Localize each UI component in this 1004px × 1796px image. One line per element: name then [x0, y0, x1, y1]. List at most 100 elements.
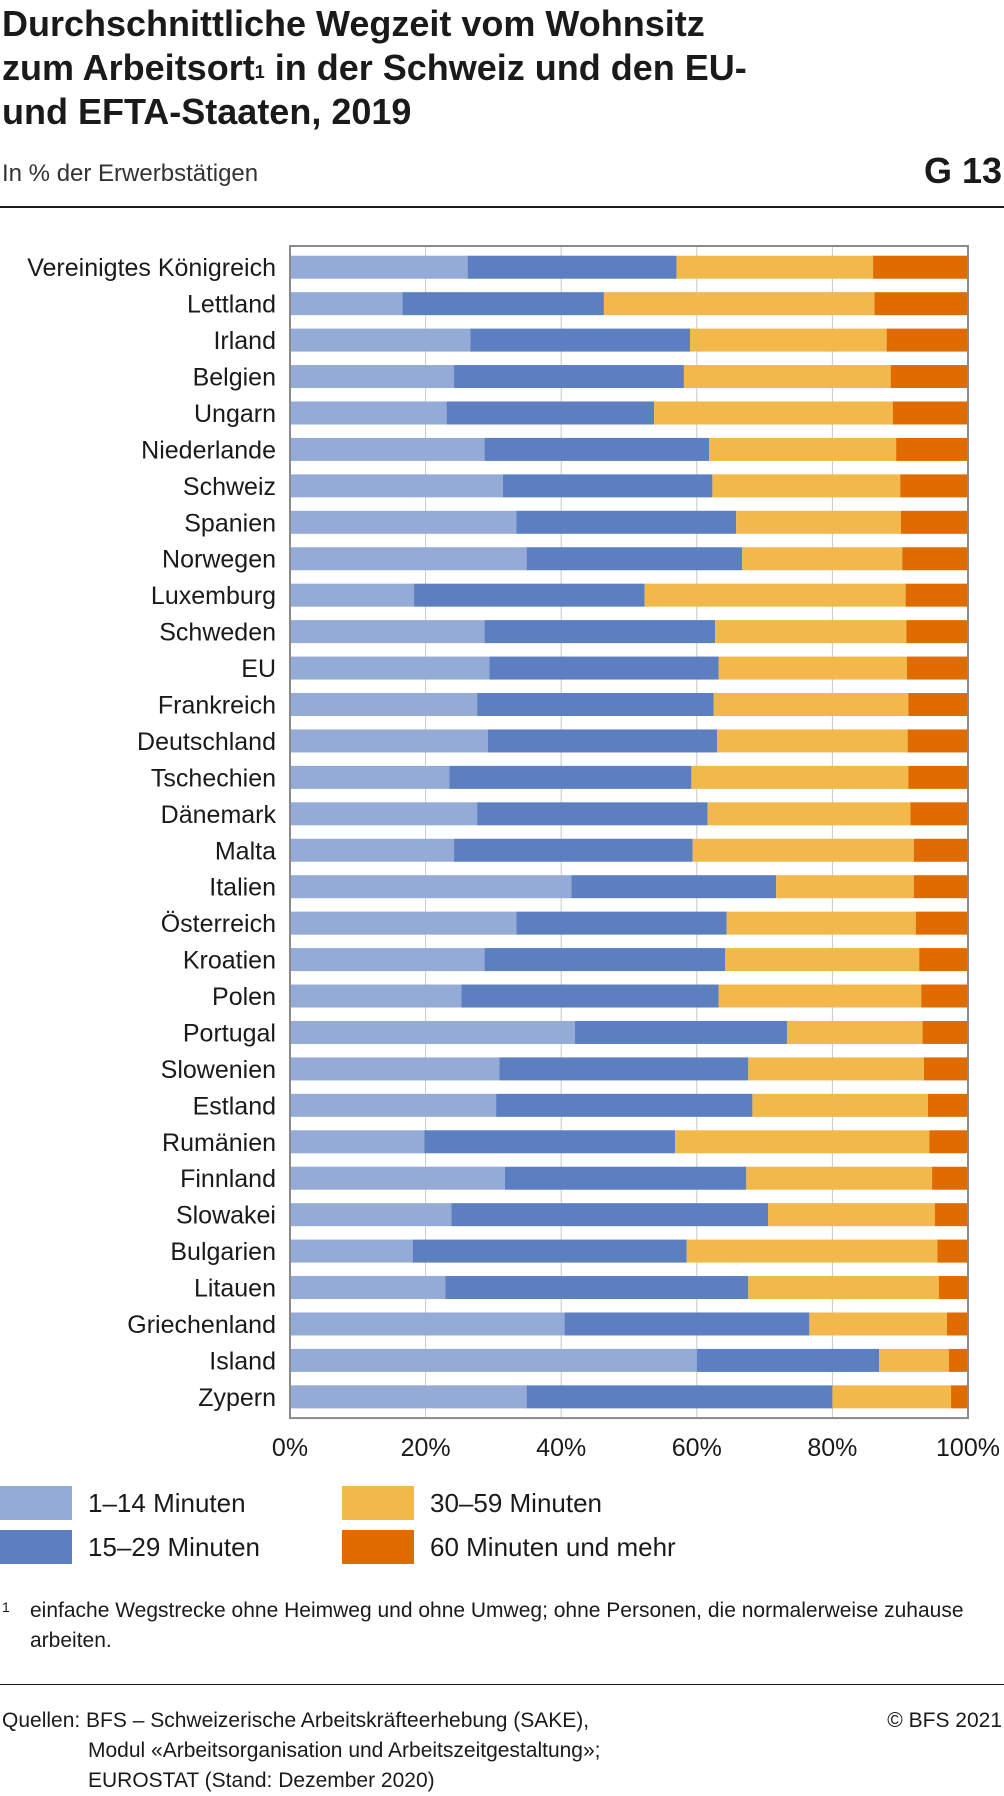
bar-28-series-3	[938, 1276, 968, 1300]
bar-25-series-0	[290, 1166, 505, 1190]
bar-15-series-0	[290, 802, 478, 826]
category-label-26: Slowakei	[176, 1202, 276, 1230]
bar-20-series-3	[921, 984, 968, 1008]
bar-11-series-3	[906, 656, 968, 680]
bar-16-series-1	[454, 838, 693, 862]
category-label-7: Spanien	[184, 509, 276, 537]
bar-30-series-3	[949, 1348, 968, 1372]
bar-0-series-3	[873, 255, 968, 279]
category-label-2: Irland	[213, 327, 276, 355]
bar-29-series-3	[946, 1312, 968, 1336]
bar-10-series-0	[290, 620, 485, 644]
bar-20-series-0	[290, 984, 462, 1008]
bar-28-series-1	[445, 1276, 749, 1300]
legend-item-60-plus: 60 Minuten und mehr	[342, 1530, 676, 1564]
category-label-12: Frankreich	[158, 692, 276, 720]
bar-14-series-1	[449, 765, 692, 789]
graphic-number: G 13	[923, 150, 1002, 191]
bar-15-series-3	[910, 802, 968, 826]
bar-20-series-2	[718, 984, 922, 1008]
bar-9-series-1	[414, 583, 645, 607]
sources-line-3: EUROSTAT (Stand: Dezember 2020)	[88, 1769, 435, 1792]
bar-21-series-3	[922, 1020, 968, 1044]
bar-3-series-1	[454, 365, 684, 389]
category-label-29: Griechenland	[127, 1311, 276, 1339]
bar-16-series-3	[913, 838, 968, 862]
category-labels: Vereinigtes Königreich Lettland Irland Belg…	[27, 254, 276, 1412]
bar-21-series-2	[786, 1020, 923, 1044]
category-label-16: Malta	[215, 837, 276, 865]
bar-17-series-0	[290, 875, 572, 899]
bar-6-series-0	[290, 474, 503, 498]
category-label-25: Finnland	[180, 1165, 276, 1193]
category-label-22: Slowenien	[161, 1056, 276, 1084]
bar-9-series-3	[905, 583, 968, 607]
title-line-1: Durchschnittliche Wegzeit vom Wohnsitz	[2, 3, 705, 44]
bar-31-series-1	[526, 1385, 833, 1409]
bar-1-series-0	[290, 292, 403, 316]
footnote: 1 einfache Wegstrecke ohne Heimweg und o…	[2, 1596, 992, 1656]
bar-6-series-2	[712, 474, 901, 498]
category-label-27: Bulgarien	[170, 1238, 276, 1266]
bar-15-series-1	[477, 802, 708, 826]
legend-label-1-14: 1–14 Minuten	[88, 1487, 246, 1518]
title-line-2a: zum Arbeitsort	[2, 47, 255, 88]
bar-26-series-0	[290, 1203, 452, 1227]
bar-13-series-3	[907, 729, 968, 753]
bar-17-series-3	[913, 875, 968, 899]
category-label-15: Dänemark	[161, 801, 277, 829]
bar-2-series-0	[290, 328, 471, 352]
bar-12-series-1	[477, 693, 714, 716]
bar-19-series-3	[919, 948, 968, 972]
bar-13-series-0	[290, 729, 488, 753]
legend-swatch-30-59	[342, 1486, 414, 1520]
category-label-24: Rumänien	[162, 1129, 276, 1157]
bar-30-series-0	[290, 1348, 697, 1372]
bar-12-series-2	[713, 693, 909, 716]
bar-23-series-1	[496, 1093, 753, 1117]
bar-19-series-0	[290, 948, 485, 972]
category-label-11: EU	[241, 655, 276, 683]
bar-26-series-2	[767, 1203, 935, 1227]
category-label-3: Belgien	[193, 364, 276, 392]
category-label-23: Estland	[193, 1092, 276, 1120]
bar-8-series-3	[902, 547, 968, 571]
bar-5-series-1	[484, 437, 710, 461]
bar-3-series-0	[290, 365, 455, 389]
x-tick-label-4: 80%	[807, 1434, 857, 1462]
bar-26-series-3	[934, 1203, 968, 1227]
bar-14-series-3	[908, 765, 968, 789]
category-label-30: Island	[209, 1347, 276, 1375]
bar-24-series-3	[929, 1130, 968, 1154]
bar-18-series-3	[915, 911, 968, 935]
legend-item-30-59: 30–59 Minuten	[342, 1486, 602, 1520]
title-line-3: und EFTA-Staaten, 2019	[2, 91, 412, 132]
bar-4-series-2	[654, 401, 893, 425]
stacked-bar-chart: Vereinigtes Königreich Lettland Irland Belg…	[27, 245, 1000, 1462]
bar-27-series-3	[937, 1239, 968, 1263]
legend-label-30-59: 30–59 Minuten	[430, 1487, 603, 1518]
sources: Quellen: BFS – Schweizerische Arbeitskrä…	[2, 1706, 601, 1796]
bar-24-series-1	[424, 1130, 676, 1154]
x-tick-label-0: 0%	[272, 1434, 308, 1462]
bar-7-series-0	[290, 510, 517, 534]
legend-label-15-29: 15–29 Minuten	[88, 1531, 261, 1562]
bar-22-series-1	[499, 1057, 749, 1081]
bar-4-series-0	[290, 401, 447, 425]
bar-7-series-3	[900, 510, 968, 534]
bar-19-series-1	[484, 948, 726, 972]
bar-13-series-1	[487, 729, 718, 753]
category-label-19: Kroatien	[183, 947, 276, 975]
bar-18-series-1	[516, 911, 727, 935]
bar-22-series-2	[748, 1057, 924, 1081]
x-tick-label-5: 100%	[936, 1434, 1000, 1462]
bar-2-series-2	[690, 328, 887, 352]
category-label-13: Deutschland	[137, 728, 276, 756]
bar-5-series-0	[290, 437, 485, 461]
bar-23-series-2	[752, 1093, 928, 1117]
bar-28-series-2	[748, 1276, 939, 1300]
bar-28-series-0	[290, 1276, 446, 1300]
bar-27-series-2	[686, 1239, 938, 1263]
category-label-1: Lettland	[187, 291, 276, 319]
category-label-20: Polen	[212, 983, 276, 1011]
